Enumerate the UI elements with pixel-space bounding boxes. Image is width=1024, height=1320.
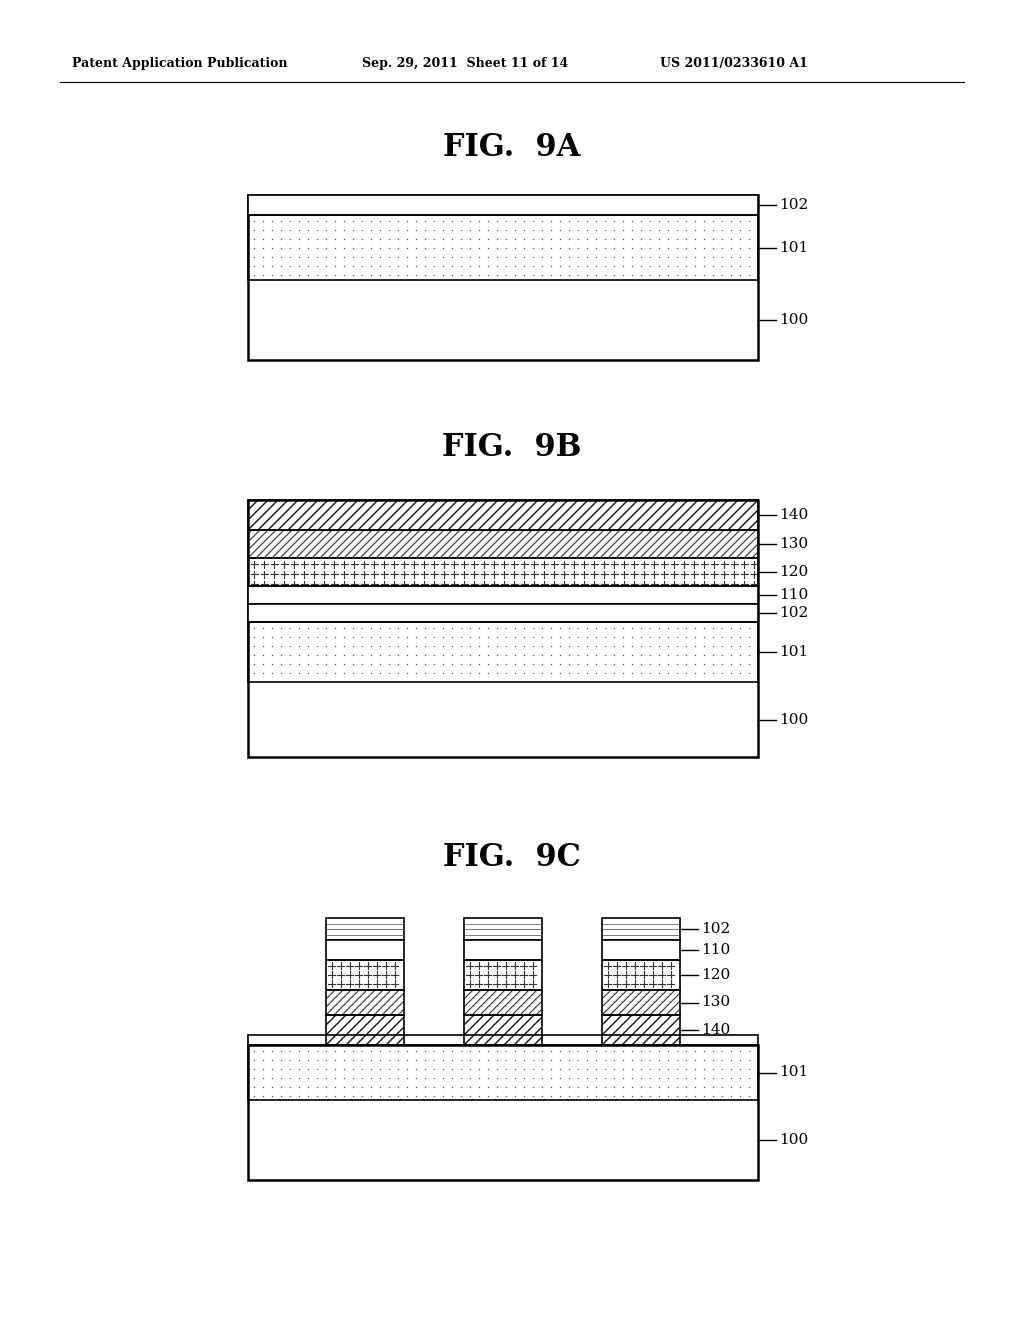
Bar: [248, 622, 758, 682]
Text: 130: 130: [701, 995, 730, 1010]
Text: 101: 101: [779, 1065, 808, 1080]
Text: US 2011/0233610 A1: US 2011/0233610 A1: [660, 57, 808, 70]
Bar: [326, 990, 404, 1015]
Text: 130: 130: [779, 537, 808, 550]
Text: Patent Application Publication: Patent Application Publication: [72, 57, 288, 70]
Bar: [248, 1045, 758, 1100]
Text: 102: 102: [701, 921, 730, 936]
Text: 102: 102: [779, 198, 808, 213]
Bar: [248, 586, 758, 605]
Bar: [249, 531, 757, 557]
Bar: [603, 961, 679, 989]
Bar: [248, 1045, 758, 1180]
Bar: [249, 558, 757, 585]
Bar: [602, 917, 680, 940]
Bar: [248, 1035, 758, 1045]
Bar: [326, 960, 404, 990]
Text: 140: 140: [779, 508, 808, 521]
Bar: [464, 1015, 542, 1045]
Bar: [248, 500, 758, 756]
Text: FIG.  9A: FIG. 9A: [443, 132, 581, 164]
Bar: [465, 961, 541, 989]
Bar: [249, 216, 757, 279]
Text: 101: 101: [779, 240, 808, 255]
Text: Sep. 29, 2011  Sheet 11 of 14: Sep. 29, 2011 Sheet 11 of 14: [362, 57, 568, 70]
Text: FIG.  9C: FIG. 9C: [443, 842, 581, 874]
Bar: [464, 917, 542, 940]
Bar: [465, 991, 541, 1014]
Bar: [602, 960, 680, 990]
Text: 140: 140: [701, 1023, 730, 1038]
Bar: [248, 195, 758, 360]
Bar: [602, 990, 680, 1015]
Bar: [248, 605, 758, 622]
Text: 100: 100: [779, 1133, 808, 1147]
Text: 100: 100: [779, 713, 808, 726]
Bar: [602, 1015, 680, 1045]
Bar: [603, 991, 679, 1014]
Bar: [326, 917, 404, 940]
Bar: [326, 1015, 404, 1045]
Bar: [248, 215, 758, 280]
Text: 110: 110: [701, 942, 730, 957]
Text: 100: 100: [779, 313, 808, 327]
Text: 110: 110: [779, 587, 808, 602]
Text: 120: 120: [779, 565, 808, 579]
Bar: [249, 502, 757, 529]
Text: 101: 101: [779, 645, 808, 659]
Bar: [602, 940, 680, 960]
Bar: [327, 961, 403, 989]
Bar: [248, 195, 758, 215]
Bar: [326, 940, 404, 960]
Bar: [249, 1045, 757, 1100]
Text: 120: 120: [701, 968, 730, 982]
Bar: [464, 990, 542, 1015]
Text: 102: 102: [779, 606, 808, 620]
Bar: [248, 558, 758, 586]
Bar: [603, 1016, 679, 1044]
Bar: [464, 960, 542, 990]
Bar: [249, 623, 757, 681]
Bar: [327, 991, 403, 1014]
Bar: [248, 500, 758, 531]
Bar: [464, 940, 542, 960]
Bar: [327, 1016, 403, 1044]
Bar: [465, 1016, 541, 1044]
Bar: [248, 531, 758, 558]
Text: FIG.  9B: FIG. 9B: [442, 433, 582, 463]
